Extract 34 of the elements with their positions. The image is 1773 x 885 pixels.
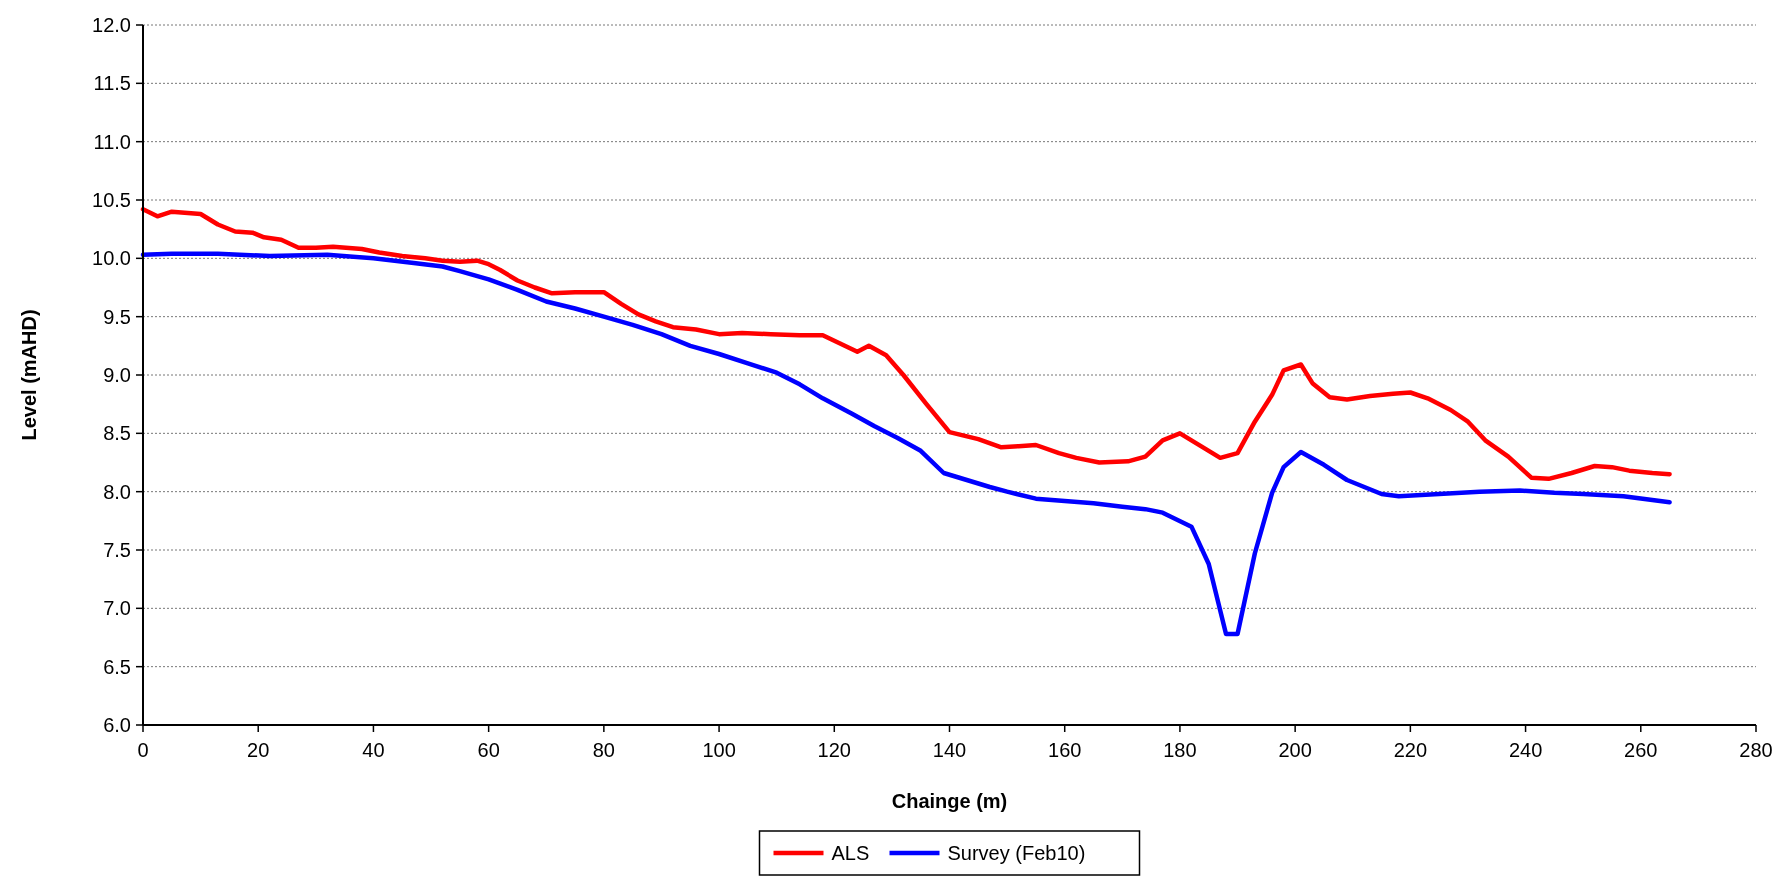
y-tick-label: 11.0: [93, 130, 131, 153]
y-tick-label: 6.5: [103, 655, 131, 678]
x-tick-label: 280: [1739, 739, 1773, 761]
y-tick-label: 9.0: [103, 364, 131, 386]
x-axis-title: Chainge (m): [891, 790, 1008, 812]
y-axis-title: Level (mAHD): [18, 309, 40, 441]
x-tick-label: 40: [362, 739, 385, 761]
x-tick-label: 260: [1624, 739, 1658, 761]
y-tick-label: 8.5: [103, 422, 131, 445]
line-series: [140, 207, 1672, 482]
x-tick-label: 240: [1508, 739, 1543, 761]
y-tick-label: 8.0: [103, 480, 131, 503]
y-tick-label: 10.0: [92, 247, 131, 270]
y-tick-label: 7.5: [103, 539, 131, 561]
y-tick-label: 6.0: [103, 714, 131, 736]
y-tick-label: 9.5: [103, 305, 131, 328]
x-tick-label: 180: [1163, 739, 1197, 761]
y-tick-label: 7.0: [103, 597, 131, 620]
legend-label: ALS: [831, 842, 870, 864]
x-tick-label: 220: [1393, 739, 1428, 761]
x-tick-label: 60: [477, 739, 500, 761]
x-tick-label: 120: [817, 739, 851, 761]
x-tick-label: 100: [702, 739, 736, 761]
y-tick-label: 12.0: [92, 14, 131, 36]
x-tick-label: 140: [932, 739, 967, 761]
x-tick-label: 0: [137, 739, 149, 761]
x-tick-label: 160: [1048, 739, 1082, 761]
y-tick-label: 10.5: [92, 189, 131, 211]
legend-label: Survey (Feb10): [947, 842, 1086, 864]
x-tick-label: 80: [592, 739, 615, 761]
y-tick-label: 11.5: [93, 72, 131, 95]
x-tick-label: 200: [1278, 739, 1312, 761]
x-tick-label: 20: [247, 739, 270, 761]
line-series: [140, 251, 1672, 637]
